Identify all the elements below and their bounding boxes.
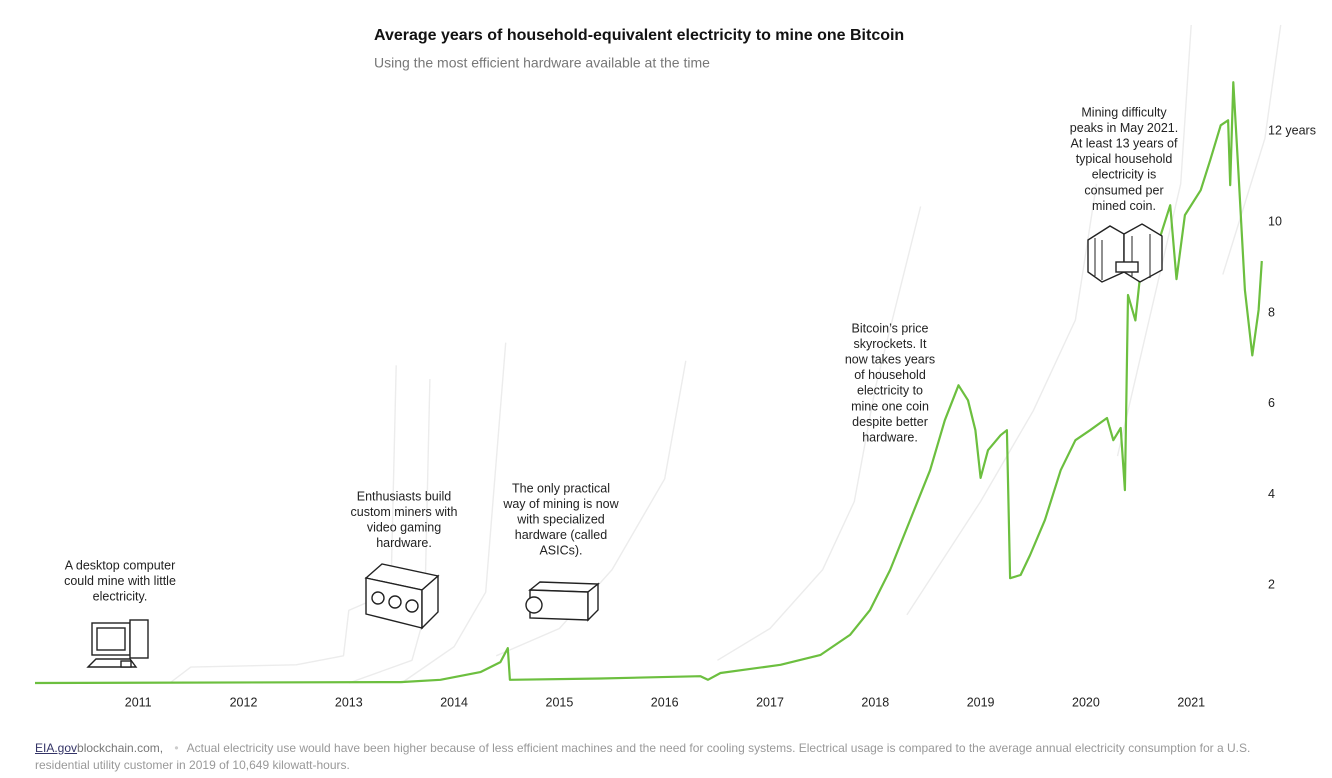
annotation: now takes years <box>845 352 935 366</box>
y-tick-label: 6 <box>1268 396 1275 410</box>
annotation: hardware (called <box>515 528 607 542</box>
chart-title: Average years of household-equivalent el… <box>374 27 904 44</box>
context-line <box>717 206 922 661</box>
annotation: way of mining is now <box>502 497 619 511</box>
annotation: ASICs). <box>539 544 582 558</box>
annotation: Bitcoin’s price <box>852 321 929 335</box>
x-tick-label: 2011 <box>125 695 152 709</box>
plot-area <box>35 24 1282 685</box>
annotation: Mining difficulty <box>1081 105 1167 119</box>
y-tick-label: 8 <box>1268 305 1275 319</box>
mining-farm-icon <box>1087 223 1163 283</box>
x-tick-label: 2013 <box>335 695 363 709</box>
annotation: skyrockets. It <box>854 337 927 351</box>
x-tick-label: 2019 <box>967 695 995 709</box>
annotation: hardware. <box>376 536 432 550</box>
annotation: video gaming <box>367 520 441 534</box>
y-tick-label: 10 <box>1268 215 1282 229</box>
annotation: of household <box>854 368 926 382</box>
x-tick-label: 2016 <box>651 695 679 709</box>
annotation: with specialized <box>516 512 605 526</box>
chart-subtitle: Using the most efficient hardware availa… <box>374 55 710 71</box>
annotation: At least 13 years of <box>1070 136 1178 150</box>
annotation: consumed per <box>1084 183 1163 197</box>
annotation: mine one coin <box>851 399 929 413</box>
context-line <box>401 342 507 684</box>
x-tick-label: 2014 <box>440 695 468 709</box>
footer: EIA.govblockchain.comActual electricity … <box>35 740 1305 774</box>
annotation: peaks in May 2021. <box>1070 121 1178 135</box>
annotation: The only practical <box>512 481 610 495</box>
asic-icon <box>525 581 600 622</box>
y-tick-label: 12 years <box>1268 124 1316 138</box>
annotation: A desktop computer <box>65 558 175 572</box>
annotation: mined coin. <box>1092 199 1156 213</box>
x-tick-label: 2015 <box>546 695 574 709</box>
source: blockchain.com <box>77 741 166 755</box>
annotation: typical household <box>1076 152 1173 166</box>
source-link[interactable]: EIA.gov <box>35 741 78 755</box>
annotation: electricity is <box>1092 168 1157 182</box>
x-tick-label: 2012 <box>230 695 258 709</box>
annotation: hardware. <box>862 430 918 444</box>
y-tick-label: 4 <box>1268 487 1275 501</box>
annotation: despite better <box>852 415 928 429</box>
x-tick-label: 2020 <box>1072 695 1100 709</box>
context-line <box>906 183 1098 616</box>
gpu-rig-icon <box>364 563 440 630</box>
chart: Average years of household-equivalent el… <box>35 24 1316 709</box>
context-line <box>495 360 687 657</box>
x-tick-label: 2021 <box>1177 695 1205 709</box>
context-line <box>1116 24 1192 457</box>
context-line <box>1222 24 1282 275</box>
note: Actual electricity use would have been h… <box>35 741 1251 772</box>
annotation: electricity to <box>857 384 923 398</box>
context-line <box>169 365 397 684</box>
annotation: custom miners with <box>351 505 458 519</box>
main-line <box>35 81 1263 685</box>
separator <box>166 741 186 755</box>
y-tick-label: 2 <box>1268 578 1275 592</box>
context-line <box>348 378 431 684</box>
annotation: electricity. <box>93 589 148 603</box>
annotation: could mine with little <box>64 574 176 588</box>
desktop-icon <box>86 619 149 668</box>
x-tick-label: 2017 <box>756 695 784 709</box>
x-tick-label: 2018 <box>861 695 889 709</box>
annotation: Enthusiasts build <box>357 489 452 503</box>
